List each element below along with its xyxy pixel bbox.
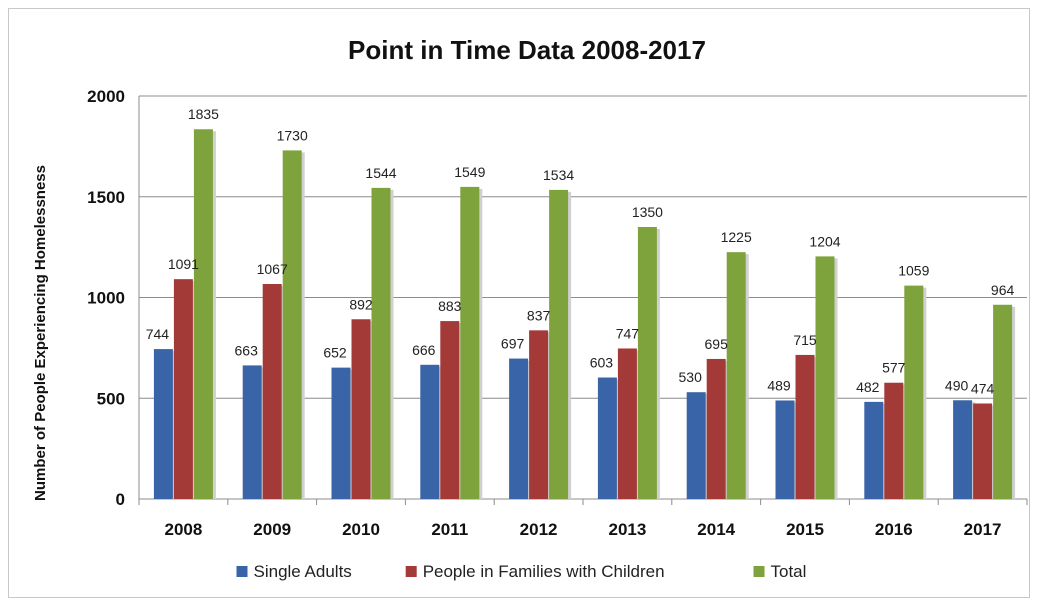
y-tick-label: 1500 [87, 188, 125, 207]
bar-total-2015 [815, 256, 835, 499]
bar-people-in-families-with-children-2011 [440, 321, 460, 499]
bar-single-adults-2008 [153, 349, 173, 499]
data-label: 964 [991, 282, 1015, 298]
data-label: 474 [971, 380, 995, 396]
bar-single-adults-2013 [597, 377, 617, 499]
data-label: 744 [146, 326, 170, 342]
data-label: 530 [679, 369, 703, 385]
bar-people-in-families-with-children-2009 [262, 283, 282, 499]
data-label: 837 [527, 307, 551, 323]
labels-layer: 744 1091 1835 663 1067 1730 652 892 1544 666 883 15… [146, 106, 1015, 396]
y-tick-label: 0 [116, 490, 125, 509]
bar-total-2010 [371, 187, 391, 499]
data-label: 697 [501, 336, 525, 352]
data-label: 1350 [632, 204, 663, 220]
bar-people-in-families-with-children-2017 [973, 403, 993, 499]
data-label: 1225 [721, 229, 752, 245]
y-tick-label: 500 [97, 389, 125, 408]
bar-total-2012 [549, 189, 569, 500]
data-label: 603 [590, 354, 614, 370]
y-tick-label: 2000 [87, 87, 125, 106]
legend-label: People in Families with Children [423, 562, 665, 581]
bar-single-adults-2010 [331, 367, 351, 499]
data-label: 666 [412, 342, 436, 358]
legend-swatch [405, 566, 417, 577]
bar-people-in-families-with-children-2012 [529, 330, 549, 499]
data-label: 663 [235, 342, 259, 358]
legend-swatch [753, 566, 765, 577]
bar-single-adults-2011 [420, 364, 440, 499]
data-label: 747 [616, 325, 640, 341]
x-tick-label: 2012 [520, 520, 558, 539]
bar-single-adults-2014 [686, 392, 706, 499]
bars-layer [153, 129, 1016, 500]
data-label: 490 [945, 377, 969, 393]
legend-swatch [236, 566, 248, 577]
bar-single-adults-2009 [242, 365, 262, 499]
data-label: 1835 [188, 106, 219, 122]
data-label: 1544 [365, 165, 396, 181]
bar-total-2017 [993, 304, 1013, 499]
bar-people-in-families-with-children-2008 [173, 279, 193, 499]
data-label: 1067 [257, 261, 288, 277]
data-label: 652 [323, 345, 347, 361]
bar-people-in-families-with-children-2016 [884, 382, 904, 499]
x-tick-label: 2016 [875, 520, 913, 539]
data-label: 1549 [454, 164, 485, 180]
legend: Single Adults People in Families with Chi… [236, 562, 807, 581]
chart-title: Point in Time Data 2008-2017 [348, 35, 706, 65]
x-tick-label: 2013 [608, 520, 646, 539]
data-label: 1204 [809, 233, 840, 249]
bar-total-2009 [282, 150, 302, 499]
data-label: 482 [856, 379, 880, 395]
y-axis-label: Number of People Experiencing Homelessne… [32, 165, 49, 501]
bar-people-in-families-with-children-2010 [351, 319, 371, 499]
bar-total-2014 [726, 252, 746, 499]
bar-single-adults-2015 [775, 400, 795, 499]
data-label: 1730 [277, 127, 308, 143]
data-label: 1534 [543, 167, 574, 183]
data-label: 892 [349, 296, 373, 312]
data-label: 695 [705, 336, 729, 352]
bar-total-2013 [637, 226, 657, 499]
bar-single-adults-2012 [509, 358, 529, 499]
data-label: 883 [438, 298, 462, 314]
bar-total-2008 [193, 129, 213, 499]
axis-layer: 0 500 1000 1500 2000 2008 2009 2010 2011 2012 2013… [87, 87, 1028, 539]
bar-people-in-families-with-children-2014 [706, 358, 726, 499]
x-tick-label: 2011 [431, 520, 468, 539]
data-label: 577 [882, 360, 906, 376]
x-tick-label: 2009 [253, 520, 291, 539]
x-tick-label: 2008 [164, 520, 202, 539]
bar-total-2016 [904, 285, 924, 499]
legend-label: Single Adults [254, 562, 352, 581]
data-label: 1091 [168, 256, 199, 272]
y-tick-label: 1000 [87, 289, 125, 308]
data-label: 489 [767, 377, 791, 393]
data-label: 1059 [898, 263, 929, 279]
chart-frame: Point in Time Data 2008-2017 Number of P… [8, 8, 1030, 598]
chart-svg: Point in Time Data 2008-2017 Number of P… [32, 35, 1028, 581]
x-tick-label: 2017 [964, 520, 1002, 539]
bar-total-2011 [460, 186, 480, 499]
bar-single-adults-2017 [953, 400, 973, 499]
bar-single-adults-2016 [864, 401, 884, 499]
x-tick-label: 2014 [697, 520, 735, 539]
x-tick-label: 2010 [342, 520, 380, 539]
bar-people-in-families-with-children-2015 [795, 354, 815, 499]
bar-people-in-families-with-children-2013 [617, 348, 637, 499]
data-label: 715 [793, 332, 817, 348]
x-tick-label: 2015 [786, 520, 824, 539]
legend-label: Total [771, 562, 807, 581]
